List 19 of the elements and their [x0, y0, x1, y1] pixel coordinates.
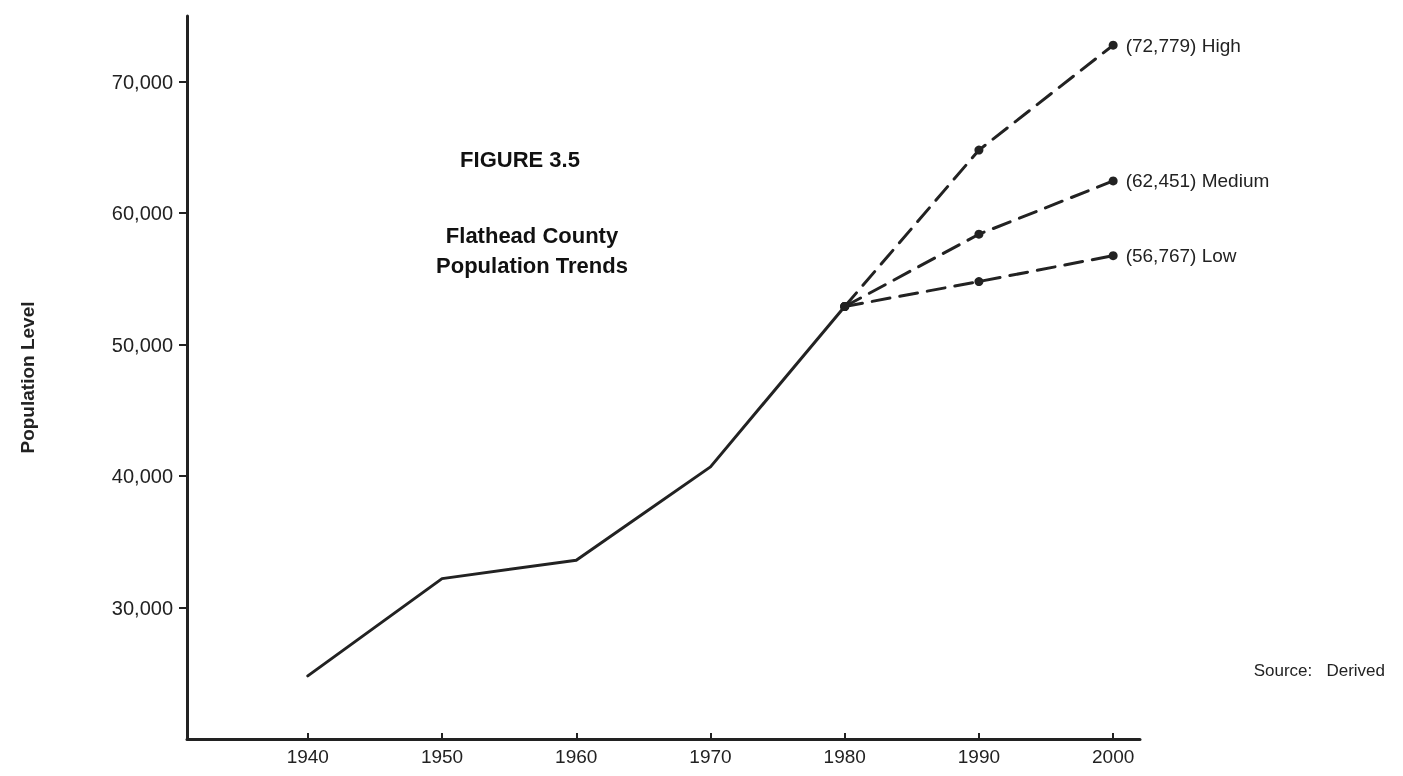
x-tick-label: 1950	[420, 746, 464, 767]
y-axis-title: Population Level	[17, 301, 38, 454]
y-tick-label: 70,000	[111, 70, 173, 93]
x-tick-label: 2000	[1092, 746, 1135, 767]
x-tick-label: 1940	[286, 746, 329, 767]
y-tick-label: 50,000	[111, 333, 173, 356]
y-tick-label: 30,000	[111, 596, 173, 619]
text: Flathead County Population Trends	[436, 222, 628, 278]
y-tick-label: 40,000	[111, 465, 173, 488]
x-tick-label: 1990	[957, 746, 1001, 767]
x-tick-label: 1960	[555, 746, 598, 767]
x-tick-label: 1970	[689, 746, 732, 767]
text: (56,767) Low	[1125, 245, 1237, 267]
text: FIGURE 3.5	[460, 146, 580, 172]
source-note: Source: Derived	[1253, 661, 1386, 680]
text: (72,779) High	[1125, 34, 1241, 56]
y-tick-label: 60,000	[111, 202, 173, 225]
x-tick-label: 1980	[823, 746, 866, 767]
text: (62,451) Medium	[1125, 170, 1270, 192]
